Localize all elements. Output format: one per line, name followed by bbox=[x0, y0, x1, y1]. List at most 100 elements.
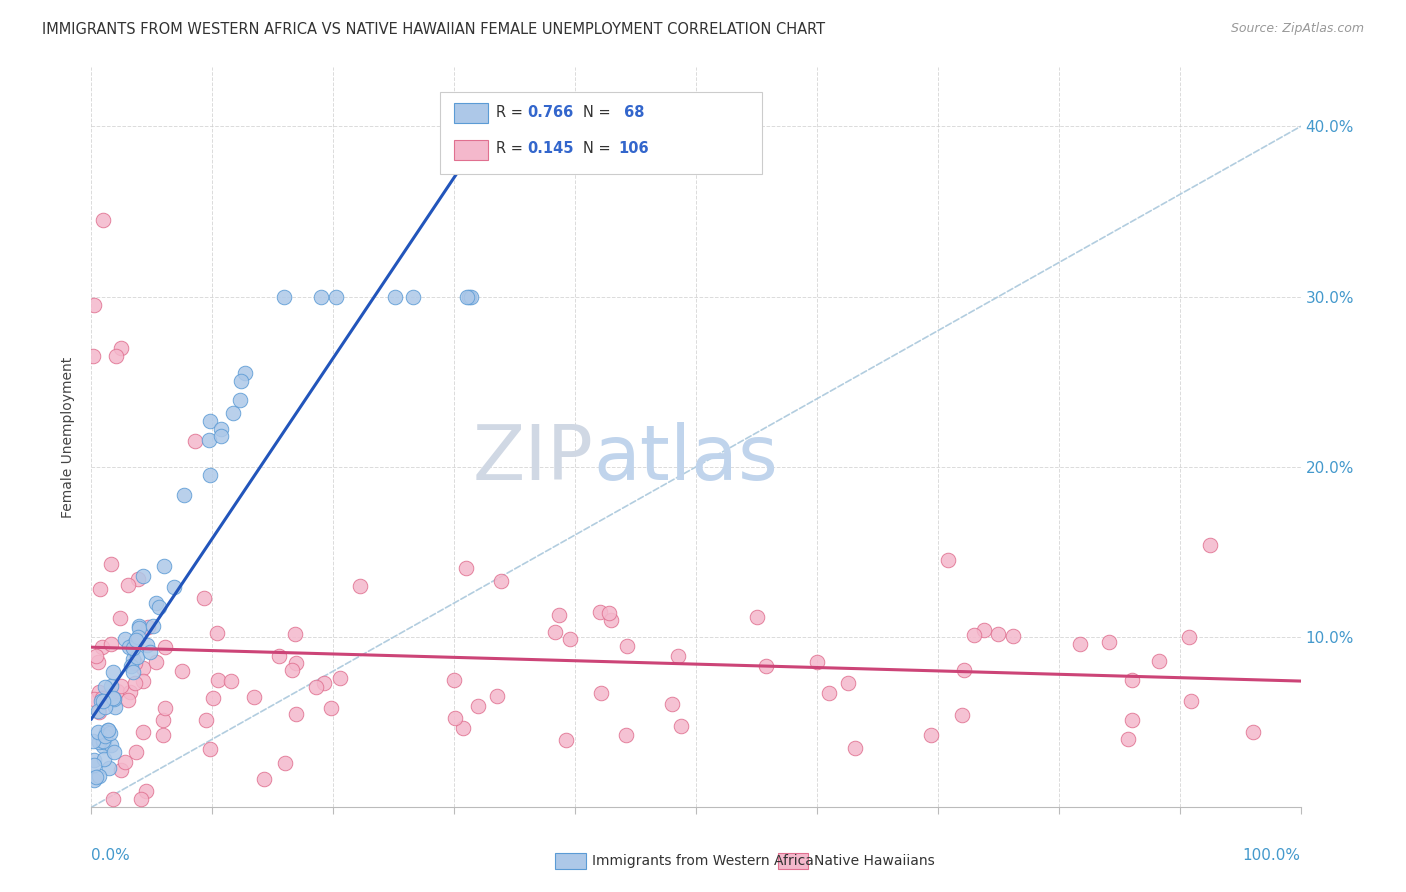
Point bbox=[402, 290, 425, 304]
Point bbox=[153, 701, 176, 715]
Point bbox=[91, 691, 114, 706]
Point bbox=[124, 676, 146, 690]
Point bbox=[90, 694, 112, 708]
Point bbox=[669, 719, 692, 733]
Text: 106: 106 bbox=[619, 142, 650, 156]
Point bbox=[100, 738, 122, 752]
Point bbox=[122, 652, 145, 666]
Point bbox=[124, 633, 146, 648]
Point bbox=[285, 656, 308, 670]
Point bbox=[163, 580, 186, 594]
Point bbox=[118, 640, 141, 655]
Point bbox=[309, 290, 332, 304]
Point bbox=[91, 213, 114, 227]
Point bbox=[666, 649, 689, 664]
Text: Source: ZipAtlas.com: Source: ZipAtlas.com bbox=[1230, 22, 1364, 36]
Point bbox=[103, 665, 125, 679]
Point bbox=[207, 626, 229, 640]
Point bbox=[87, 770, 110, 784]
Point bbox=[1149, 654, 1171, 668]
Text: Native Hawaiians: Native Hawaiians bbox=[814, 854, 935, 868]
Point bbox=[544, 624, 567, 639]
Point bbox=[93, 735, 115, 749]
Point bbox=[818, 686, 841, 700]
Point bbox=[548, 608, 571, 623]
Point bbox=[100, 637, 122, 651]
Point bbox=[108, 611, 131, 625]
Point bbox=[128, 621, 150, 635]
Point bbox=[83, 753, 105, 767]
Point bbox=[121, 665, 143, 680]
Point bbox=[83, 758, 105, 772]
Point bbox=[103, 692, 125, 706]
Point bbox=[274, 756, 297, 770]
Point bbox=[129, 791, 152, 805]
Point bbox=[555, 732, 578, 747]
Text: 68: 68 bbox=[619, 105, 644, 120]
Point bbox=[963, 628, 986, 642]
Point bbox=[1180, 694, 1202, 708]
Point bbox=[467, 699, 489, 714]
Point bbox=[124, 657, 146, 671]
Point bbox=[384, 290, 406, 304]
Text: 100.0%: 100.0% bbox=[1243, 848, 1301, 863]
Point bbox=[128, 619, 150, 633]
Point bbox=[110, 679, 132, 693]
Point bbox=[145, 656, 167, 670]
Point bbox=[938, 553, 960, 567]
Point bbox=[598, 606, 620, 620]
Point bbox=[127, 649, 149, 664]
Point bbox=[443, 673, 465, 688]
Point bbox=[198, 742, 221, 756]
Point bbox=[284, 627, 307, 641]
Point bbox=[138, 620, 160, 634]
Point bbox=[195, 713, 218, 727]
Point bbox=[132, 725, 155, 739]
Point bbox=[117, 693, 139, 707]
Point bbox=[87, 685, 110, 699]
Point bbox=[94, 680, 117, 694]
Point bbox=[97, 723, 120, 737]
Point bbox=[242, 690, 264, 704]
Point bbox=[284, 706, 307, 721]
Point bbox=[93, 729, 115, 743]
Point bbox=[202, 690, 225, 705]
Point bbox=[200, 468, 222, 483]
Point bbox=[132, 673, 155, 688]
Point bbox=[443, 711, 465, 725]
Text: 0.0%: 0.0% bbox=[91, 848, 131, 863]
Point bbox=[953, 663, 976, 677]
Point bbox=[198, 433, 221, 447]
Point bbox=[987, 627, 1010, 641]
Point bbox=[94, 699, 117, 714]
Point bbox=[1098, 635, 1121, 649]
Point bbox=[132, 568, 155, 582]
Point bbox=[950, 708, 973, 723]
Point bbox=[110, 341, 132, 355]
Point bbox=[458, 290, 481, 304]
Point bbox=[103, 691, 125, 706]
Point bbox=[844, 741, 866, 756]
Point bbox=[83, 692, 105, 706]
Point bbox=[120, 685, 142, 699]
Point bbox=[1178, 630, 1201, 644]
Point bbox=[616, 640, 638, 654]
Point bbox=[114, 632, 136, 647]
Point bbox=[148, 599, 170, 614]
Point bbox=[325, 290, 347, 304]
Point bbox=[233, 366, 256, 380]
Point bbox=[305, 680, 328, 694]
Text: N =: N = bbox=[583, 105, 612, 120]
Point bbox=[153, 559, 176, 574]
Point bbox=[837, 676, 859, 690]
Point bbox=[105, 349, 128, 363]
Point bbox=[231, 374, 253, 388]
Point bbox=[1121, 673, 1143, 687]
Point bbox=[83, 773, 105, 788]
Point bbox=[460, 290, 482, 304]
Point bbox=[451, 721, 474, 735]
Point bbox=[219, 673, 242, 688]
Text: atlas: atlas bbox=[593, 422, 778, 496]
Point bbox=[280, 663, 302, 677]
Point bbox=[273, 290, 295, 304]
